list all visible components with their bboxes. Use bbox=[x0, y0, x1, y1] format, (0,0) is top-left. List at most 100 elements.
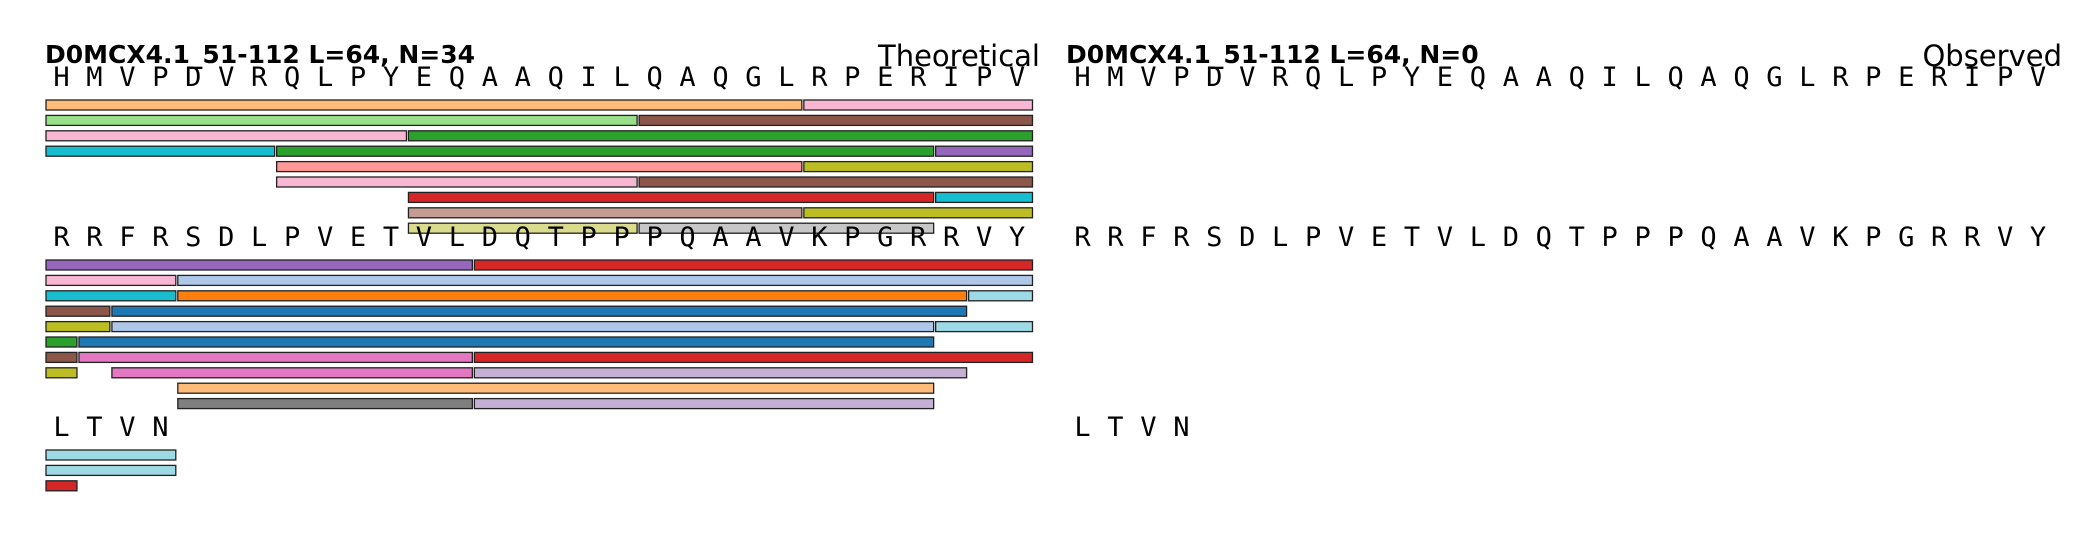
residue-letter: Q bbox=[1536, 222, 1552, 253]
residue-letter: T bbox=[548, 222, 564, 253]
peptide-bar bbox=[45, 449, 177, 461]
residue-letter: V bbox=[416, 222, 432, 253]
residue-letter: R bbox=[1173, 222, 1190, 253]
peptide-bar bbox=[45, 464, 177, 477]
residue-letter: T bbox=[383, 222, 399, 253]
panel-title-theoretical: D0MCX4.1_51-112 L=64, N=34 bbox=[45, 40, 475, 69]
residue-letter: I bbox=[1602, 62, 1618, 93]
peptide-bar bbox=[111, 367, 474, 379]
residue-letter: R bbox=[910, 62, 927, 93]
residue-letter: D bbox=[185, 62, 201, 93]
peptide-bar bbox=[45, 320, 111, 333]
peptide-bar bbox=[407, 222, 638, 234]
residue-letter: F bbox=[119, 222, 135, 253]
peptide-bar bbox=[967, 290, 1034, 302]
residue-letter: R bbox=[1272, 62, 1289, 93]
residue-letter: K bbox=[1832, 222, 1849, 253]
residue-letter: V bbox=[976, 222, 992, 253]
residue-letter: A bbox=[515, 62, 531, 93]
residue-letter: R bbox=[53, 222, 70, 253]
residue-letter: Q bbox=[1733, 62, 1749, 93]
residue-letter: G bbox=[877, 222, 893, 253]
residue-letter: L bbox=[1074, 412, 1090, 443]
residue-letter: V bbox=[119, 62, 135, 93]
peptide-bar bbox=[638, 114, 1034, 127]
peptide-bar bbox=[935, 191, 1034, 204]
residue-letter: V bbox=[218, 62, 234, 93]
residue-letter: K bbox=[811, 222, 828, 253]
residue-letter: Q bbox=[646, 62, 662, 93]
residue-letter: Q bbox=[1700, 222, 1716, 253]
panel-label-theoretical: Theoretical bbox=[877, 39, 1040, 73]
peptide-bar bbox=[473, 351, 1034, 364]
residue-letter: R bbox=[910, 222, 927, 253]
panel-rows-theoretical: H M V P D V R Q L P Y E Q A A Q I L Q A Q G L R P E R I P VR R F R S D L P V E… bbox=[45, 62, 1034, 492]
residue-letter: M bbox=[86, 62, 102, 93]
residue-letter: V bbox=[778, 222, 794, 253]
residue-letter: P bbox=[1865, 62, 1881, 93]
residue-letter: R bbox=[1074, 222, 1091, 253]
residue-letter: T bbox=[1404, 222, 1420, 253]
residue-letter: L bbox=[613, 62, 629, 93]
residue-letter: Y bbox=[383, 62, 399, 93]
residue-letter: D bbox=[482, 222, 498, 253]
residue-letter: P bbox=[844, 62, 860, 93]
residue-letter: R bbox=[1832, 62, 1849, 93]
residue-letter: D bbox=[1503, 222, 1519, 253]
residue-letter: P bbox=[646, 222, 662, 253]
peptide-bar bbox=[45, 259, 474, 271]
residue-letter: R bbox=[251, 62, 268, 93]
residue-letter: Q bbox=[1305, 62, 1321, 93]
residue-letter: R bbox=[1931, 62, 1948, 93]
peptide-bar bbox=[45, 99, 803, 111]
peptide-bar bbox=[935, 320, 1034, 333]
residue-letter: P bbox=[844, 222, 860, 253]
residue-letter: E bbox=[416, 62, 432, 93]
peptide-bar bbox=[45, 290, 177, 302]
peptide-bar bbox=[111, 305, 968, 317]
peptide-bar bbox=[275, 145, 935, 157]
residue-letter: E bbox=[350, 222, 366, 253]
residue-letter: Y bbox=[2030, 222, 2046, 253]
residue-letter: N bbox=[152, 412, 168, 443]
peptide-bar bbox=[407, 207, 803, 219]
residue-letter: A bbox=[1503, 62, 1519, 93]
residue-letter: T bbox=[1569, 222, 1585, 253]
peptide-bar bbox=[638, 222, 935, 234]
residue-letter: G bbox=[1766, 62, 1782, 93]
peptide-bar bbox=[177, 397, 473, 410]
residue-letter: D bbox=[218, 222, 234, 253]
residue-letter: V bbox=[1997, 222, 2013, 253]
peptide-bar bbox=[111, 320, 935, 333]
residue-letter: A bbox=[1766, 222, 1782, 253]
residue-letter: Q bbox=[1470, 62, 1486, 93]
peptide-bar bbox=[935, 145, 1034, 157]
residue-letter: P bbox=[976, 62, 992, 93]
panel-rows-observed: H M V P D V R Q L P Y E Q A A Q I L Q A Q G L R P E R I P VR R F R S D L P V E… bbox=[1074, 62, 2046, 443]
residue-letter: V bbox=[1140, 62, 1156, 93]
residue-letter: L bbox=[53, 412, 69, 443]
peptide-bar bbox=[177, 290, 968, 302]
peptide-bar bbox=[803, 99, 1034, 111]
residue-letter: H bbox=[1074, 62, 1090, 93]
residue-letter: P bbox=[1305, 222, 1321, 253]
residue-letter: I bbox=[943, 62, 959, 93]
residue-letter: H bbox=[53, 62, 69, 93]
residue-letter: F bbox=[1140, 222, 1156, 253]
residue-letter: E bbox=[877, 62, 893, 93]
residue-letter: L bbox=[1470, 222, 1486, 253]
residue-letter: R bbox=[1107, 222, 1124, 253]
residue-letter: Q bbox=[712, 62, 728, 93]
residue-letter: V bbox=[1437, 222, 1453, 253]
residue-letter: N bbox=[1173, 412, 1189, 443]
residue-letter: Q bbox=[515, 222, 531, 253]
peptide-bar bbox=[45, 367, 78, 379]
peptide-bar bbox=[45, 274, 177, 287]
peptide-bar bbox=[473, 367, 968, 379]
residue-letter: L bbox=[449, 222, 465, 253]
residue-letter: D bbox=[1239, 222, 1255, 253]
